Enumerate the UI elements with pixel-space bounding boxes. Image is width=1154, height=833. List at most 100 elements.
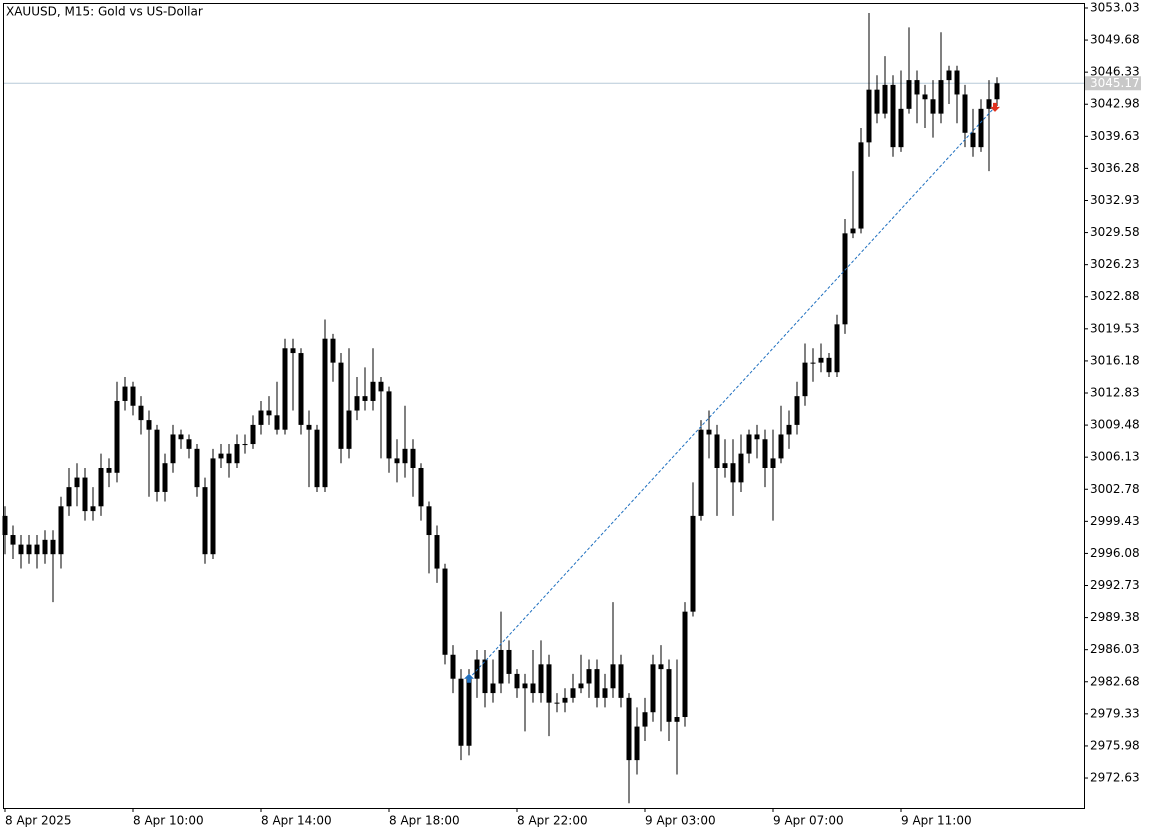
candle-body <box>978 108 984 148</box>
candle-body <box>194 448 200 488</box>
x-tick-label: 8 Apr 14:00 <box>261 814 332 828</box>
candle-body <box>722 463 728 468</box>
candle-body <box>746 434 752 454</box>
candle-body <box>738 453 744 483</box>
candle-body <box>618 664 624 698</box>
candle-body <box>250 424 256 445</box>
x-tick-label: 8 Apr 10:00 <box>133 814 204 828</box>
candle-body <box>458 678 464 746</box>
candle-body <box>10 535 16 545</box>
candle-body <box>418 467 424 507</box>
y-tick-label: 3016.18 <box>1090 353 1140 367</box>
candle-body <box>554 702 560 704</box>
candle-body <box>34 544 40 555</box>
candle-body <box>642 712 648 727</box>
candle-body <box>114 400 120 473</box>
candle-body <box>74 477 80 488</box>
candle-body <box>146 420 152 430</box>
candle-body <box>762 439 768 468</box>
candle-body <box>274 415 280 430</box>
candle-body <box>450 654 456 679</box>
candle-body <box>930 99 936 114</box>
y-tick-label: 2999.43 <box>1090 514 1140 528</box>
candle-body <box>154 429 160 492</box>
candle-body <box>730 463 736 483</box>
candle-body <box>794 396 800 425</box>
candle-body <box>906 80 912 109</box>
candle-body <box>578 683 584 689</box>
candle-body <box>138 405 144 421</box>
x-tick-label: 8 Apr 22:00 <box>517 814 588 828</box>
candle-body <box>386 391 392 459</box>
candle-body <box>610 664 616 689</box>
y-tick-label: 2982.68 <box>1090 674 1140 688</box>
candle-body <box>226 453 232 464</box>
candle-body <box>202 487 208 555</box>
candle-body <box>570 688 576 698</box>
candle-body <box>922 94 928 100</box>
plot-frame <box>3 3 1085 809</box>
candle-body <box>514 673 520 689</box>
candle-body <box>842 233 848 325</box>
current-price-box <box>1085 76 1141 91</box>
candle-body <box>242 444 248 446</box>
candle-body <box>282 348 288 430</box>
y-tick-label: 2975.98 <box>1090 738 1140 752</box>
buy-arrow <box>464 673 474 683</box>
candle-body <box>314 429 320 488</box>
candle-body <box>90 506 96 512</box>
candle-body <box>170 434 176 464</box>
y-tick-label: 3036.28 <box>1090 161 1140 175</box>
y-tick-label: 3009.48 <box>1090 418 1140 432</box>
candle-body <box>898 108 904 148</box>
candle-body <box>50 539 56 555</box>
x-tick-label: 8 Apr 18:00 <box>389 814 460 828</box>
y-tick-label: 3022.88 <box>1090 289 1140 303</box>
y-tick-label: 3053.03 <box>1090 0 1140 14</box>
candle-body <box>58 506 64 555</box>
candle-body <box>490 683 496 694</box>
candle-body <box>546 664 552 703</box>
candle-body <box>946 70 952 81</box>
candle-body <box>850 228 856 234</box>
candle-body <box>706 429 712 435</box>
candle-body <box>682 611 688 718</box>
candle-body <box>954 70 960 95</box>
candle-body <box>874 89 880 114</box>
candle-body <box>186 439 192 449</box>
candle-body <box>834 324 840 373</box>
candle-body <box>826 357 832 373</box>
y-tick-label: 3029.58 <box>1090 225 1140 239</box>
candle-body <box>690 515 696 612</box>
candle-body <box>602 688 608 698</box>
candle-body <box>338 362 344 449</box>
candle-body <box>666 669 672 722</box>
candle-body <box>106 467 112 473</box>
candle-body <box>802 362 808 397</box>
candle-body <box>538 664 544 694</box>
candle-body <box>818 357 824 363</box>
candle-body <box>498 649 504 684</box>
candle-body <box>890 84 896 148</box>
candle-body <box>42 539 48 555</box>
candle-body <box>218 453 224 459</box>
sell-arrow <box>990 102 1000 112</box>
candle-body <box>178 434 184 440</box>
y-tick-label: 2972.63 <box>1090 771 1140 785</box>
candle-body <box>378 381 384 392</box>
x-tick-label: 9 Apr 03:00 <box>645 814 716 828</box>
candle-body <box>2 515 8 536</box>
x-tick-label: 9 Apr 11:00 <box>901 814 972 828</box>
y-tick-label: 2986.03 <box>1090 642 1140 656</box>
candle-body <box>306 424 312 430</box>
candle-body <box>162 463 168 492</box>
candle-body <box>970 132 976 148</box>
candle-body <box>66 487 72 507</box>
candle-body <box>18 544 24 555</box>
candle-body <box>810 362 816 364</box>
candle-body <box>130 386 136 406</box>
candle-body <box>714 434 720 468</box>
candle-body <box>362 396 368 401</box>
candle-body <box>754 434 760 440</box>
